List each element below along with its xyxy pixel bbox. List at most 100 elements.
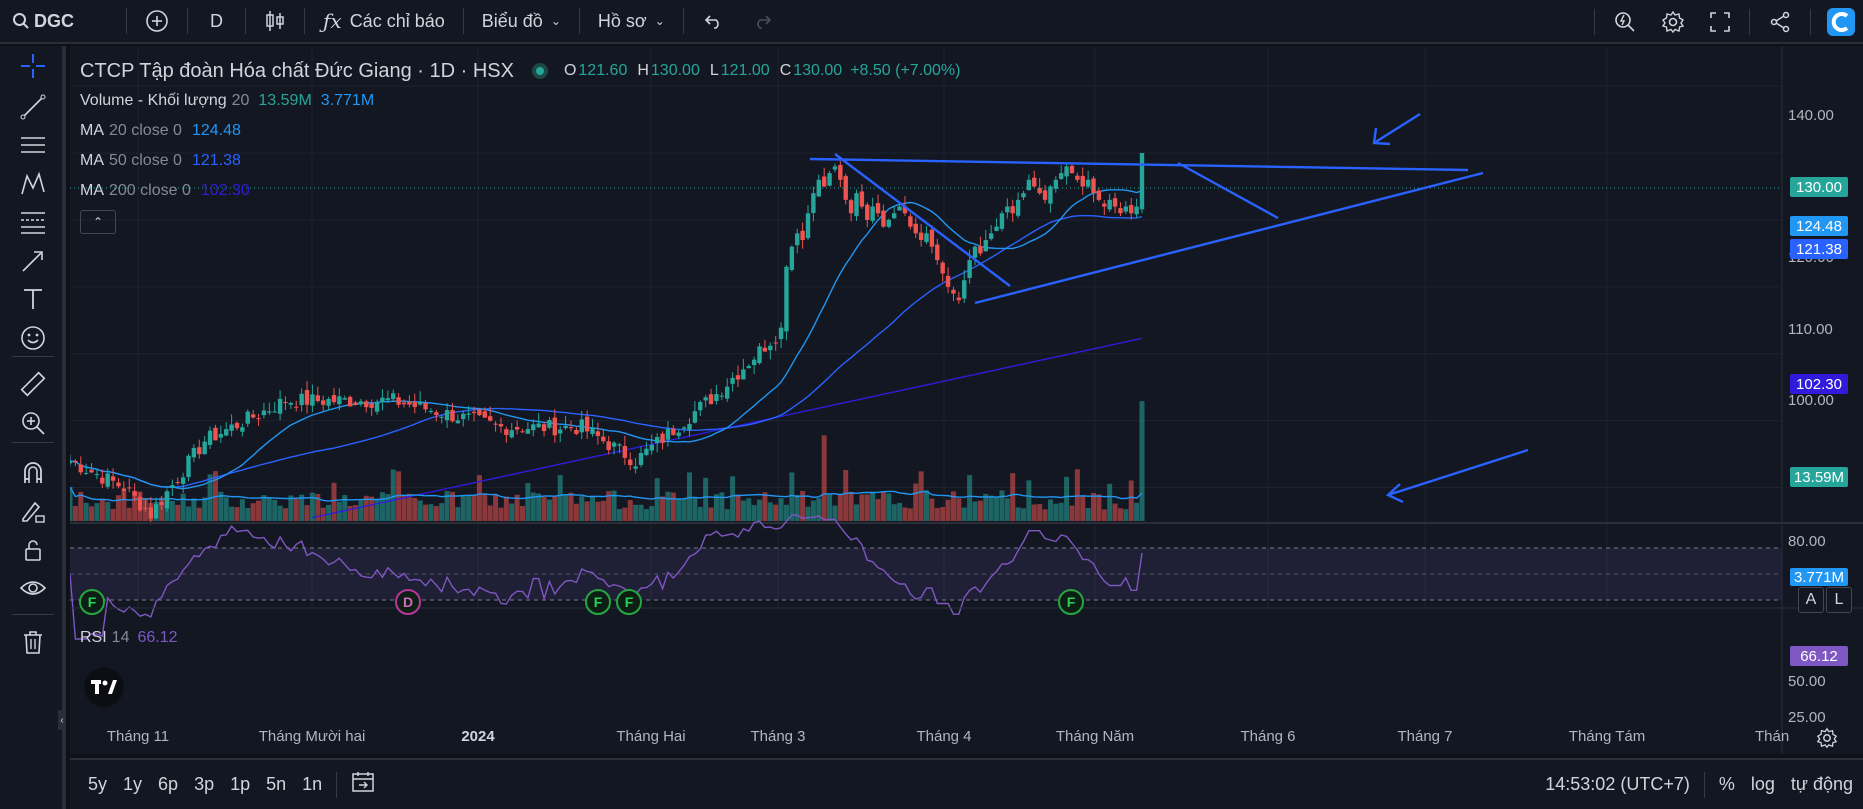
candle-body [558, 429, 563, 434]
rsi-legend[interactable]: RSI 14 66.12 [80, 629, 178, 647]
chart-canvas[interactable] [70, 46, 1863, 754]
event-dividend-marker[interactable]: D [395, 589, 421, 615]
redo-button[interactable] [738, 0, 786, 43]
wedge-right-trendline[interactable] [1177, 161, 1279, 220]
redo-icon [757, 15, 771, 29]
event-financial-marker[interactable]: F [1058, 589, 1084, 615]
legend-collapse-button[interactable]: ⌃ [80, 210, 116, 234]
event-financial-marker[interactable]: F [79, 589, 105, 615]
volume-bar [331, 482, 337, 521]
candle-body [283, 402, 288, 404]
range-5d[interactable]: 5n [266, 774, 287, 794]
candle-body [1139, 153, 1145, 210]
range-6m[interactable]: 6p [158, 774, 179, 794]
market-status-dot[interactable] [531, 63, 548, 79]
chart-type-button[interactable] [252, 0, 298, 43]
profile-menu-button[interactable]: Hồ sơ ⌄ [586, 0, 677, 43]
candle-body [854, 193, 859, 217]
settings-button[interactable] [1649, 0, 1697, 44]
range-1d[interactable]: 1n [302, 774, 323, 794]
magnet-tool[interactable] [13, 453, 53, 493]
candle-body [681, 427, 687, 429]
horizontal-lines-tool[interactable] [13, 125, 53, 165]
compare-symbol-button[interactable] [133, 0, 181, 43]
volume-bar [412, 497, 418, 521]
event-financial-marker[interactable]: F [616, 589, 642, 615]
collapse-toolbar-button[interactable]: ‹ [58, 710, 66, 730]
range-3m[interactable]: 3p [194, 774, 215, 794]
fib-tool[interactable] [13, 202, 53, 242]
fullscreen-button[interactable] [1697, 0, 1743, 44]
remove-drawings-tool[interactable] [13, 622, 53, 662]
log-scale-toggle[interactable]: log [1750, 774, 1775, 794]
emoji-tool[interactable] [13, 318, 53, 358]
candle-body [164, 491, 170, 509]
volume-bar [810, 500, 816, 521]
volume-bar [347, 505, 353, 521]
brand-logo[interactable] [1817, 0, 1863, 44]
chart-pane[interactable] [70, 46, 1863, 754]
indicators-button[interactable]: ƒx Các chỉ báo [311, 0, 457, 43]
tradingview-badge[interactable] [84, 667, 124, 707]
auto-scale-button[interactable]: A [1798, 587, 1824, 613]
symbol-description[interactable]: CTCP Tập đoàn Hóa chất Đức Giang · 1D · … [80, 59, 514, 82]
lock-drawings-tool[interactable] [13, 530, 53, 570]
projection-tool[interactable] [13, 241, 53, 281]
arrow-bottom-line[interactable] [1387, 448, 1529, 497]
auto-scale-toggle[interactable]: tự động [1790, 774, 1853, 794]
volume-bar [309, 492, 315, 521]
fib-icon [21, 212, 45, 234]
share-button[interactable] [1756, 0, 1804, 44]
symbol-label: DGC [34, 10, 74, 31]
candle-body [170, 485, 175, 488]
timezone-clock[interactable]: 14:53:02 (UTC+7) [1545, 774, 1690, 794]
legend-volume-row[interactable]: Volume - Khối lượng 20 13.59M 3.771M [80, 86, 960, 116]
legend-ma50-row[interactable]: MA 50 close 0 121.38 [80, 146, 960, 176]
volume-bar [299, 494, 305, 521]
undo-button[interactable] [690, 0, 738, 43]
chart-settings-button[interactable] [1816, 727, 1838, 749]
volume-bar [471, 495, 477, 521]
range-5y[interactable]: 5y [88, 774, 108, 794]
range-1y[interactable]: 1y [123, 774, 143, 794]
candle-body [935, 244, 940, 261]
hide-drawings-tool[interactable] [13, 568, 53, 608]
arrow-top-line[interactable] [1373, 112, 1421, 145]
legend-ma20-row[interactable]: MA 20 close 0 124.48 [80, 116, 960, 146]
measure-tool[interactable] [13, 364, 53, 404]
arrow-bottom-head[interactable] [1385, 483, 1404, 504]
candle-body [654, 437, 660, 444]
crosshair-tool[interactable] [13, 46, 53, 86]
go-to-date-button[interactable] [343, 770, 383, 799]
volume-bar [638, 504, 644, 521]
stay-in-drawing-tool[interactable] [13, 491, 53, 531]
volume-bar [757, 499, 763, 521]
support-trendline[interactable] [974, 171, 1484, 305]
resistance-trendline[interactable] [809, 157, 1469, 172]
candle-body [417, 401, 423, 405]
volume-bar [126, 507, 132, 521]
arrow-top-head[interactable] [1372, 127, 1391, 146]
volume-bar [1053, 503, 1059, 521]
volume-bar [735, 494, 741, 521]
log-scale-button[interactable]: L [1826, 587, 1852, 613]
interval-button[interactable]: D [210, 10, 223, 31]
text-tool[interactable] [13, 279, 53, 319]
open-label: O [563, 62, 577, 79]
volume-bar [493, 493, 499, 521]
symbol-search[interactable]: DGC [0, 0, 86, 43]
chart-menu-button[interactable]: Biểu đồ ⌄ [470, 0, 573, 43]
volume-bar [800, 490, 806, 521]
event-financial-marker[interactable]: F [585, 589, 611, 615]
pattern-tool[interactable] [13, 164, 53, 204]
wedge-left-trendline[interactable] [834, 153, 1011, 287]
volume-bar [573, 503, 579, 521]
zoom-tool[interactable] [13, 403, 53, 443]
quick-search-button[interactable] [1601, 0, 1649, 44]
range-1m[interactable]: 1p [230, 774, 251, 794]
trend-drawings[interactable] [809, 112, 1529, 504]
percent-scale-toggle[interactable]: % [1718, 774, 1735, 794]
trend-line-tool[interactable] [13, 87, 53, 127]
legend-ma200-row[interactable]: MA 200 close 0 102.30 [80, 176, 960, 206]
volume-bar [584, 501, 590, 521]
